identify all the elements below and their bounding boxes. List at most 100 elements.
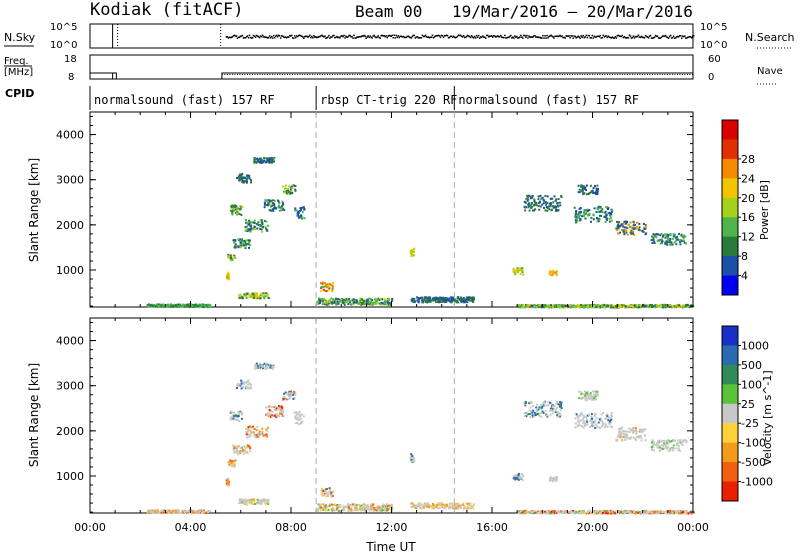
power-echo-cell [590, 216, 593, 219]
power-echo-cell [599, 205, 602, 208]
power-echo-cell [454, 300, 457, 302]
velocity-echo-cell [287, 397, 290, 400]
nsky-point [477, 34, 480, 37]
velocity-echo-cell [557, 511, 560, 514]
velocity-echo-cell [338, 504, 340, 507]
velocity-echo-cell [239, 383, 242, 386]
velocity-echo-cell [422, 505, 425, 508]
power-echo-cell [635, 225, 638, 228]
power-echo-cell [336, 300, 339, 303]
power-echo-cell [156, 305, 159, 308]
power-echo-cell [607, 304, 610, 307]
velocity-echo-cell [651, 447, 654, 450]
power-echo-cell [527, 205, 530, 208]
power-echo-cell [177, 305, 180, 307]
nsky-point [513, 37, 515, 39]
power-echo-cell [320, 298, 323, 301]
power-echo-cell [669, 240, 671, 243]
velocity-echo-cell [595, 417, 598, 420]
velocity-echo-cell [354, 507, 357, 510]
nsky-point [533, 35, 535, 37]
power-echo-cell [289, 188, 292, 191]
velocity-echo-cell [170, 511, 173, 514]
power-echo-cell [549, 202, 552, 204]
power-echo-cell [685, 242, 688, 245]
power-echo-cell [233, 254, 236, 257]
velocity-echo-cell [154, 509, 157, 512]
velocity-echo-cell [381, 506, 384, 509]
velocity-echo-cell [603, 511, 606, 514]
velocity-echo-cell [587, 511, 589, 514]
velocity-echo-cell [618, 428, 620, 431]
power-echo-cell [657, 233, 660, 236]
power-echo-cell [597, 220, 600, 223]
nsky-point [325, 37, 327, 39]
velocity-echo-cell [362, 508, 365, 511]
power-echo-cell [383, 302, 386, 305]
velocity-echo-cell [552, 409, 555, 412]
velocity-echo-cell [355, 505, 358, 508]
velocity-echo-cell [257, 434, 260, 436]
velocity-echo-cell [290, 392, 293, 395]
nsky-point [271, 37, 274, 39]
velocity-echo-cell [236, 384, 239, 387]
velocity-echo-cell [584, 396, 586, 399]
nsearch-label: N.Search [745, 31, 795, 44]
power-echo-cell [239, 208, 242, 211]
velocity-echo-cell [679, 441, 682, 444]
velocity-echo-cell [426, 504, 429, 506]
nsky-point [623, 35, 626, 38]
nsky-point [529, 36, 531, 38]
velocity-y-tick-label: 4000 [56, 335, 84, 348]
nsky-point [579, 37, 581, 39]
nsky-point [368, 36, 370, 39]
velocity-echo-cell [226, 480, 229, 483]
power-echo-cell [556, 274, 559, 277]
velocity-echo-cell [346, 503, 349, 506]
nsky-point [626, 36, 629, 39]
velocity-echo-cell [263, 362, 266, 365]
velocity-echo-cell [622, 436, 625, 438]
nsky-point [341, 34, 343, 37]
velocity-echo-cell [272, 365, 275, 368]
power-echo-cell [632, 227, 634, 230]
velocity-echo-cell [472, 507, 475, 510]
nsky-point [367, 35, 369, 37]
nave-top-tick: 60 [708, 54, 721, 65]
velocity-echo-cell [373, 509, 376, 512]
nsky-point [239, 35, 242, 38]
velocity-echo-cell [238, 411, 241, 414]
nsky-point [530, 36, 532, 38]
freq-unit: [MHz] [4, 67, 33, 78]
power-echo-cell [332, 301, 335, 304]
power-echo-cell [194, 303, 197, 306]
power-echo-cell [230, 205, 233, 208]
nsky-point [496, 35, 498, 38]
power-echo-cell [564, 304, 567, 307]
velocity-echo-cell [544, 512, 547, 515]
nsky-point [303, 37, 305, 39]
power-echo-cell [244, 294, 247, 297]
power-echo-cell [265, 292, 268, 295]
power-echo-cell [273, 156, 276, 159]
velocity-echo-cell [250, 500, 253, 503]
velocity-echo-cell [559, 403, 562, 406]
power-echo-cell [565, 306, 568, 309]
velocity-echo-cell [656, 446, 659, 449]
velocity-echo-cell [300, 422, 303, 425]
power-echo-cell [645, 232, 648, 235]
power-echo-cell [530, 203, 533, 206]
power-echo-cell [623, 306, 626, 309]
power-echo-cell [577, 191, 580, 194]
power-echo-cell [255, 223, 258, 225]
nsky-point [428, 37, 431, 39]
velocity-echo-cell [299, 417, 302, 420]
velocity-echo-cell [332, 490, 335, 493]
velocity-echo-cell [239, 501, 242, 504]
nsky-point [273, 37, 276, 39]
nsky-point [323, 36, 325, 38]
velocity-echo-cell [199, 510, 201, 513]
power-echo-cell [282, 208, 284, 211]
power-echo-cell [255, 294, 258, 297]
velocity-echo-cell [246, 383, 249, 386]
